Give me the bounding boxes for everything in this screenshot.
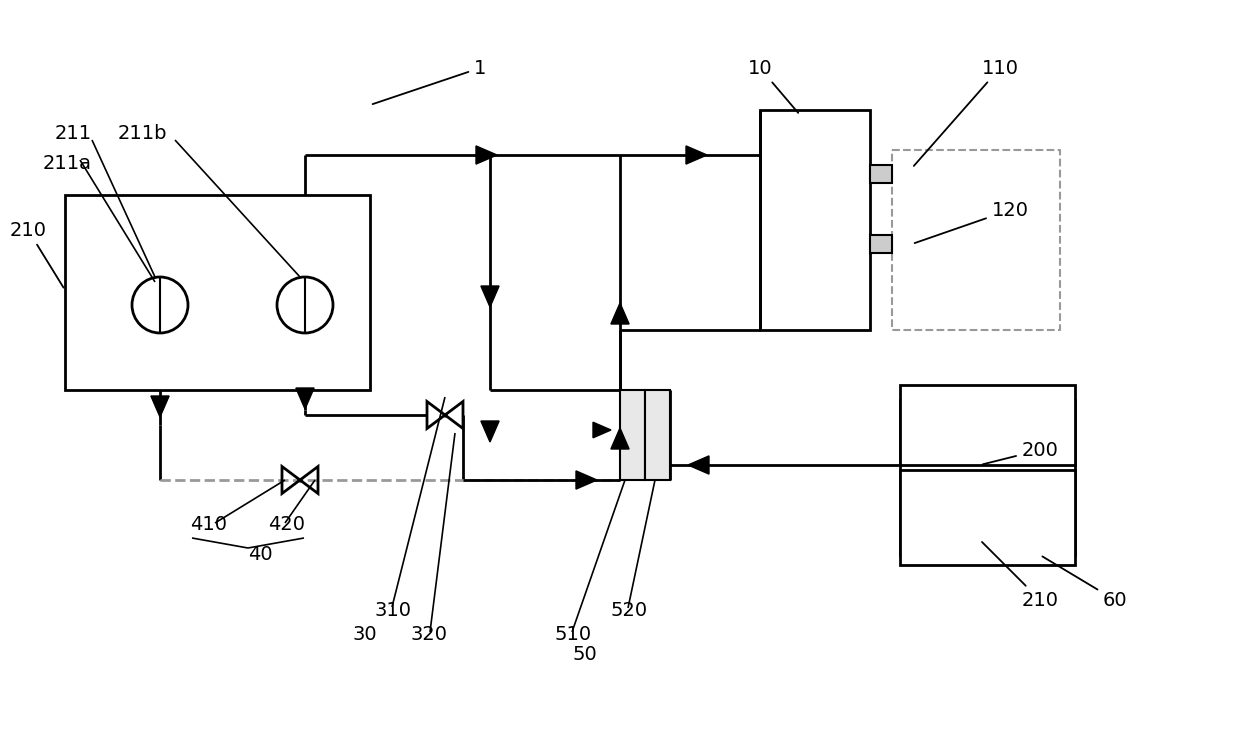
- Text: 110: 110: [914, 58, 1018, 166]
- Polygon shape: [686, 146, 707, 164]
- Polygon shape: [296, 388, 314, 409]
- Text: 10: 10: [748, 58, 799, 113]
- Text: 410: 410: [190, 515, 227, 535]
- Text: 30: 30: [352, 625, 377, 645]
- Bar: [870, 235, 892, 253]
- Polygon shape: [611, 428, 629, 449]
- Bar: [870, 165, 892, 183]
- Text: 60: 60: [1043, 557, 1127, 610]
- Bar: [900, 470, 1075, 565]
- Text: 420: 420: [268, 515, 305, 535]
- Text: 120: 120: [915, 200, 1028, 243]
- Bar: [620, 390, 645, 480]
- Bar: [645, 390, 670, 480]
- Polygon shape: [481, 286, 498, 307]
- Text: 210: 210: [982, 542, 1059, 610]
- Polygon shape: [476, 146, 497, 164]
- Polygon shape: [611, 303, 629, 324]
- Text: 211b: 211b: [118, 123, 167, 143]
- Text: 1: 1: [373, 58, 486, 104]
- Text: 211a: 211a: [43, 153, 92, 173]
- Polygon shape: [688, 456, 709, 474]
- Bar: [900, 400, 1075, 555]
- Polygon shape: [151, 396, 169, 417]
- Text: 510: 510: [556, 625, 593, 645]
- Bar: [64, 195, 370, 390]
- Text: 520: 520: [610, 601, 647, 619]
- Text: 40: 40: [248, 545, 273, 565]
- Polygon shape: [577, 471, 596, 489]
- Text: 50: 50: [572, 646, 596, 664]
- Text: 320: 320: [410, 625, 446, 645]
- Text: 200: 200: [982, 441, 1059, 465]
- Text: 211: 211: [55, 123, 92, 143]
- Text: 310: 310: [374, 601, 412, 619]
- Bar: [900, 385, 1075, 465]
- Polygon shape: [593, 422, 611, 438]
- Bar: [760, 110, 870, 330]
- Text: 210: 210: [10, 221, 63, 288]
- Polygon shape: [481, 421, 498, 442]
